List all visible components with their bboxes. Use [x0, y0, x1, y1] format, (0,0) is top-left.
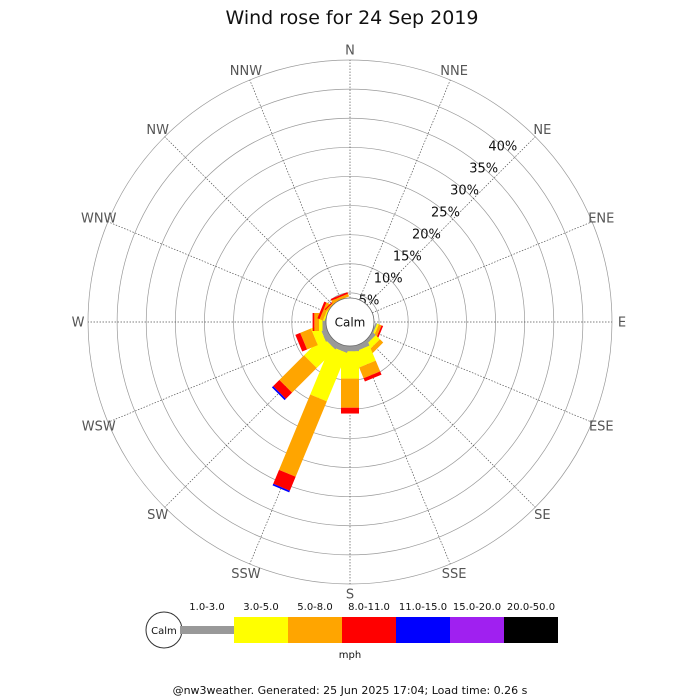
radial-label: 40% [488, 140, 517, 155]
wind-bar-segment [312, 313, 315, 331]
direction-label: NNE [440, 64, 468, 79]
wind-bar-segment [279, 394, 327, 477]
grid-spoke [372, 330, 593, 423]
wind-bar-segment [273, 379, 293, 399]
calm-center: Calm [325, 297, 375, 347]
grid-ring [233, 205, 467, 439]
direction-label: NW [146, 123, 169, 138]
wind-bar-segment [341, 346, 359, 352]
grid-spoke [107, 330, 328, 423]
grid-spoke [358, 79, 451, 300]
direction-label: WNW [81, 211, 117, 226]
direction-label: NNW [230, 64, 262, 79]
direction-label: E [618, 316, 626, 331]
direction-label: NE [533, 123, 551, 138]
wind-bar-segment [300, 328, 318, 350]
legend-label: 5.0-8.0 [297, 602, 332, 613]
wind-bar-segment [330, 292, 349, 301]
radial-label: 20% [412, 228, 441, 243]
radial-label: 35% [469, 162, 498, 177]
direction-label: SW [147, 508, 168, 523]
legend-swatch [450, 617, 504, 643]
legend-swatch [234, 617, 288, 643]
wind-bar-segment [273, 469, 296, 491]
wind-bar-segment [295, 332, 308, 352]
wind-bar-segment [304, 336, 336, 368]
grid-spoke [249, 79, 342, 300]
legend-label: 20.0-50.0 [507, 602, 555, 613]
grid-spoke [366, 136, 536, 306]
legend-swatch [342, 617, 396, 643]
legend-label: 8.0-11.0 [348, 602, 390, 613]
wind-bar-segment [363, 371, 382, 382]
wind-bar-segment [310, 346, 347, 402]
wind-bar-segment [359, 360, 381, 379]
direction-label: WSW [82, 420, 116, 435]
legend-label: 15.0-20.0 [453, 602, 501, 613]
legend-units: mph [339, 650, 361, 661]
chart-title: Wind rose for 24 Sep 2019 [225, 7, 478, 29]
wind-bar-segment [272, 483, 290, 493]
wind-bar-segment [279, 355, 317, 393]
grid-spoke [107, 221, 328, 314]
wind-bar-segment [341, 378, 359, 408]
wind-bar-segment [317, 301, 327, 320]
direction-label: ESE [589, 420, 614, 435]
direction-labels: N NNE NE ENE E ESE SE SSE S SSW SW WSW W WNW NW NNW [72, 44, 627, 603]
wind-bar-segment [331, 293, 350, 304]
legend-label: 3.0-5.0 [243, 602, 278, 613]
direction-label: W [72, 316, 85, 331]
radial-label: 30% [450, 184, 479, 199]
legend-calm-label: Calm [151, 626, 177, 637]
wind-bar-segment [271, 386, 286, 401]
wind-bar-segment [341, 351, 359, 379]
grid-spoke [366, 338, 536, 508]
wind-bar-segment [314, 313, 320, 331]
wind-bars [271, 292, 384, 493]
legend-label: 1.0-3.0 [189, 602, 224, 613]
radial-label: 15% [393, 250, 422, 265]
legend-swatch [180, 626, 234, 634]
grid-ring [204, 176, 496, 468]
legend-swatch [504, 617, 558, 643]
footer-text: @nw3weather. Generated: 25 Jun 2025 17:0… [173, 684, 528, 697]
grid-spoke [372, 221, 593, 314]
calm-label: Calm [335, 316, 366, 330]
grid-spoke [164, 136, 334, 306]
direction-label: S [346, 588, 354, 603]
grid-spoke [358, 344, 451, 565]
wind-bar-segment [341, 407, 359, 414]
grid-ring [116, 88, 584, 556]
radial-labels: 5%10%15%20%25%30%35%40% [359, 140, 517, 309]
direction-label: SE [534, 508, 550, 523]
direction-label: N [345, 44, 355, 59]
legend-swatch [288, 617, 342, 643]
calm-circle [325, 297, 375, 347]
legend: Calm 1.0-3.0 3.0-5.0 5.0-8.0 8.0-11.0 11.0-1… [145, 602, 558, 661]
legend-label: 11.0-15.0 [399, 602, 447, 613]
radial-label: 25% [431, 206, 460, 221]
direction-label: ENE [588, 211, 614, 226]
direction-label: SSE [442, 567, 467, 582]
direction-label: SSW [231, 567, 261, 582]
legend-swatch [396, 617, 450, 643]
grid-ring [145, 117, 555, 527]
radial-label: 10% [374, 272, 403, 287]
